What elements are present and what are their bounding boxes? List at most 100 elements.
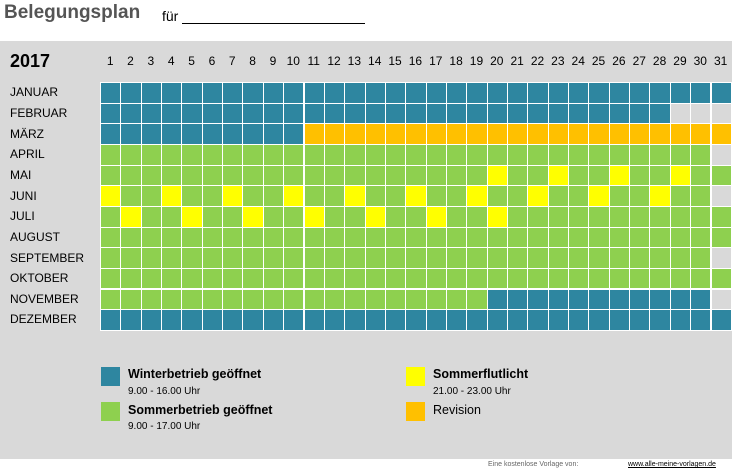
day-cell[interactable] xyxy=(445,82,468,104)
day-cell[interactable] xyxy=(323,205,346,228)
day-cell[interactable] xyxy=(181,164,203,187)
day-cell[interactable] xyxy=(344,288,366,311)
day-cell[interactable] xyxy=(466,185,488,207)
day-cell[interactable] xyxy=(568,143,590,166)
day-cell[interactable] xyxy=(242,164,264,187)
day-cell[interactable] xyxy=(384,309,407,331)
day-cell[interactable] xyxy=(303,102,325,125)
day-cell[interactable] xyxy=(140,205,163,228)
day-cell[interactable] xyxy=(201,226,224,249)
day-cell[interactable] xyxy=(344,164,366,187)
day-cell[interactable] xyxy=(283,226,305,249)
day-cell[interactable] xyxy=(690,185,712,207)
day-cell[interactable] xyxy=(669,123,692,145)
day-cell[interactable] xyxy=(364,267,386,290)
day-cell[interactable] xyxy=(181,205,203,228)
day-cell[interactable] xyxy=(384,247,407,269)
day-cell[interactable] xyxy=(547,309,570,331)
day-cell[interactable] xyxy=(262,102,285,125)
day-cell[interactable] xyxy=(181,309,203,331)
day-cell[interactable] xyxy=(690,267,712,290)
day-cell[interactable] xyxy=(100,309,122,331)
day-cell[interactable] xyxy=(242,226,264,249)
day-cell[interactable] xyxy=(181,123,203,145)
day-cell[interactable] xyxy=(629,185,651,207)
day-cell[interactable] xyxy=(283,288,305,311)
day-cell[interactable] xyxy=(323,288,346,311)
day-cell[interactable] xyxy=(283,309,305,331)
day-cell[interactable] xyxy=(547,205,570,228)
day-cell[interactable] xyxy=(527,267,549,290)
day-cell[interactable] xyxy=(466,226,488,249)
day-cell[interactable] xyxy=(405,102,427,125)
day-cell[interactable] xyxy=(629,164,651,187)
day-cell[interactable] xyxy=(161,309,183,331)
day-cell[interactable] xyxy=(507,82,529,104)
day-cell[interactable] xyxy=(649,226,671,249)
day-cell[interactable] xyxy=(120,226,142,249)
day-cell[interactable] xyxy=(486,309,508,331)
day-cell[interactable] xyxy=(486,143,508,166)
day-cell[interactable] xyxy=(201,82,224,104)
day-cell[interactable] xyxy=(425,164,447,187)
day-cell[interactable] xyxy=(344,123,366,145)
day-cell[interactable] xyxy=(242,288,264,311)
day-cell[interactable] xyxy=(120,143,142,166)
day-cell[interactable] xyxy=(608,288,631,311)
day-cell[interactable] xyxy=(120,247,142,269)
day-cell[interactable] xyxy=(222,185,244,207)
day-cell[interactable] xyxy=(100,185,122,207)
day-cell[interactable] xyxy=(710,309,732,331)
day-cell[interactable] xyxy=(405,267,427,290)
day-cell[interactable] xyxy=(364,247,386,269)
day-cell[interactable] xyxy=(242,185,264,207)
day-cell[interactable] xyxy=(588,309,610,331)
day-cell[interactable] xyxy=(547,267,570,290)
day-cell[interactable] xyxy=(100,123,122,145)
day-cell[interactable] xyxy=(323,226,346,249)
day-cell[interactable] xyxy=(364,309,386,331)
day-cell[interactable] xyxy=(262,309,285,331)
day-cell[interactable] xyxy=(568,247,590,269)
day-cell[interactable] xyxy=(568,185,590,207)
day-cell[interactable] xyxy=(608,82,631,104)
day-cell[interactable] xyxy=(669,247,692,269)
day-cell[interactable] xyxy=(405,123,427,145)
day-cell[interactable] xyxy=(140,226,163,249)
day-cell[interactable] xyxy=(201,309,224,331)
day-cell[interactable] xyxy=(344,205,366,228)
day-cell[interactable] xyxy=(303,309,325,331)
day-cell[interactable] xyxy=(364,143,386,166)
day-cell[interactable] xyxy=(262,82,285,104)
day-cell[interactable] xyxy=(323,102,346,125)
day-cell[interactable] xyxy=(262,267,285,290)
day-cell[interactable] xyxy=(608,143,631,166)
day-cell[interactable] xyxy=(161,143,183,166)
day-cell[interactable] xyxy=(629,247,651,269)
day-cell[interactable] xyxy=(242,123,264,145)
day-cell[interactable] xyxy=(507,164,529,187)
day-cell[interactable] xyxy=(161,82,183,104)
day-cell[interactable] xyxy=(527,102,549,125)
day-cell[interactable] xyxy=(588,102,610,125)
day-cell[interactable] xyxy=(629,267,651,290)
day-cell[interactable] xyxy=(140,123,163,145)
day-cell[interactable] xyxy=(222,288,244,311)
day-cell[interactable] xyxy=(649,185,671,207)
day-cell[interactable] xyxy=(384,102,407,125)
day-cell[interactable] xyxy=(140,267,163,290)
day-cell[interactable] xyxy=(283,123,305,145)
day-cell[interactable] xyxy=(344,185,366,207)
day-cell[interactable] xyxy=(466,143,488,166)
day-cell[interactable] xyxy=(547,185,570,207)
day-cell[interactable] xyxy=(201,164,224,187)
day-cell[interactable] xyxy=(710,123,732,145)
day-cell[interactable] xyxy=(507,123,529,145)
day-cell[interactable] xyxy=(344,247,366,269)
day-cell[interactable] xyxy=(669,185,692,207)
footer-link[interactable]: www.alle-meine-vorlagen.de xyxy=(628,461,716,468)
day-cell[interactable] xyxy=(242,205,264,228)
day-cell[interactable] xyxy=(262,143,285,166)
day-cell[interactable] xyxy=(384,82,407,104)
day-cell[interactable] xyxy=(344,102,366,125)
